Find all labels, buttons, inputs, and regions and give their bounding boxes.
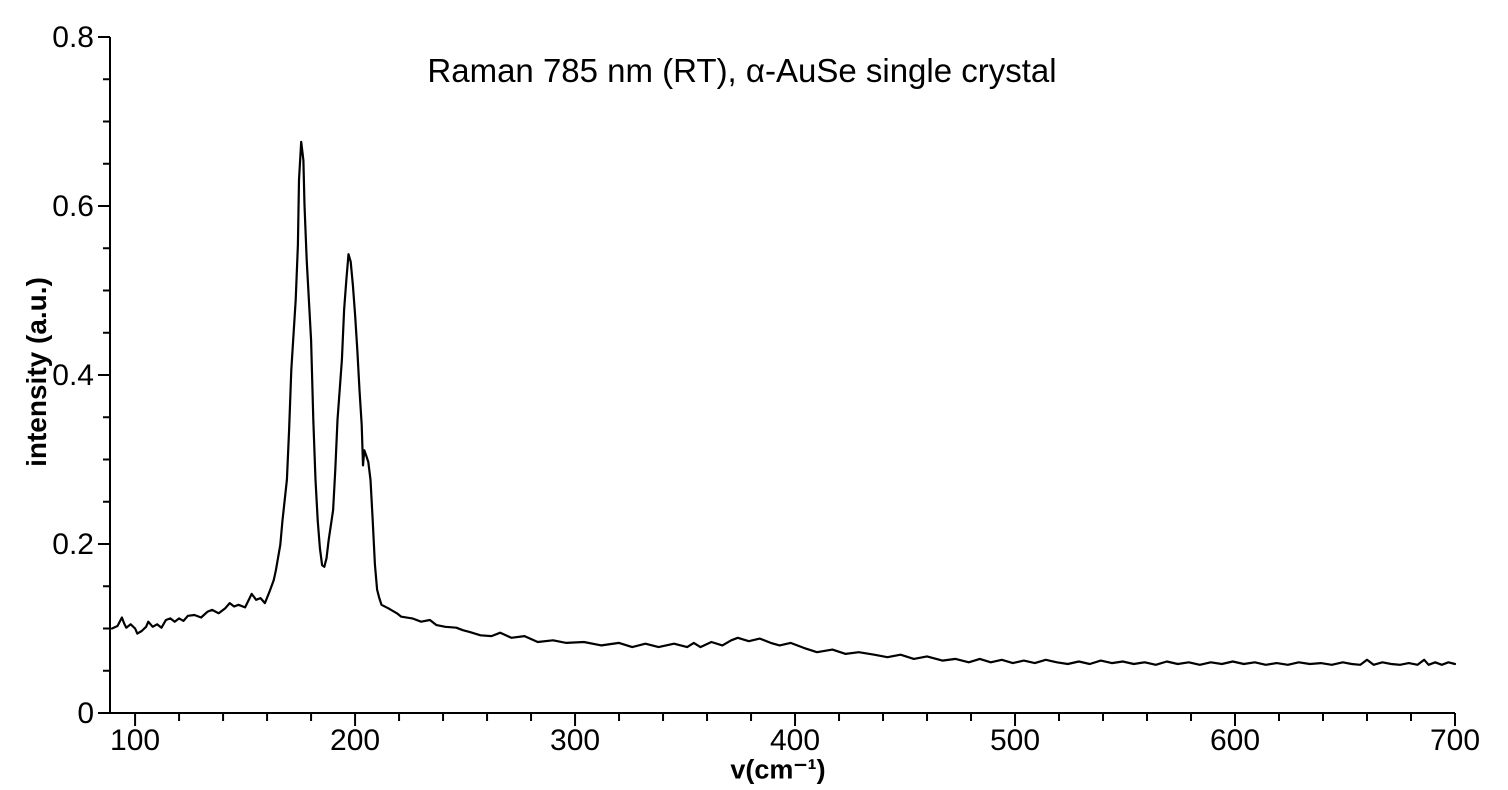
spectrum-line (110, 140, 1457, 666)
x-tick-label: 700 (1430, 724, 1480, 757)
x-tick-label: 100 (110, 724, 160, 757)
x-tick-label: 300 (550, 724, 600, 757)
x-tick-label: 500 (990, 724, 1040, 757)
y-tick-label: 0.2 (52, 528, 94, 561)
y-tick-label: 0.4 (52, 359, 94, 392)
y-tick-label: 0 (77, 697, 94, 730)
x-tick-label: 400 (770, 724, 820, 757)
x-tick-label: 600 (1210, 724, 1260, 757)
x-axis-label: v(cm⁻¹) (730, 754, 826, 785)
y-tick-label: 0.6 (52, 190, 94, 223)
y-tick-label: 0.8 (52, 21, 94, 54)
chart-title: Raman 785 nm (RT), α-AuSe single crystal (427, 52, 1057, 89)
x-tick-label: 200 (330, 724, 380, 757)
